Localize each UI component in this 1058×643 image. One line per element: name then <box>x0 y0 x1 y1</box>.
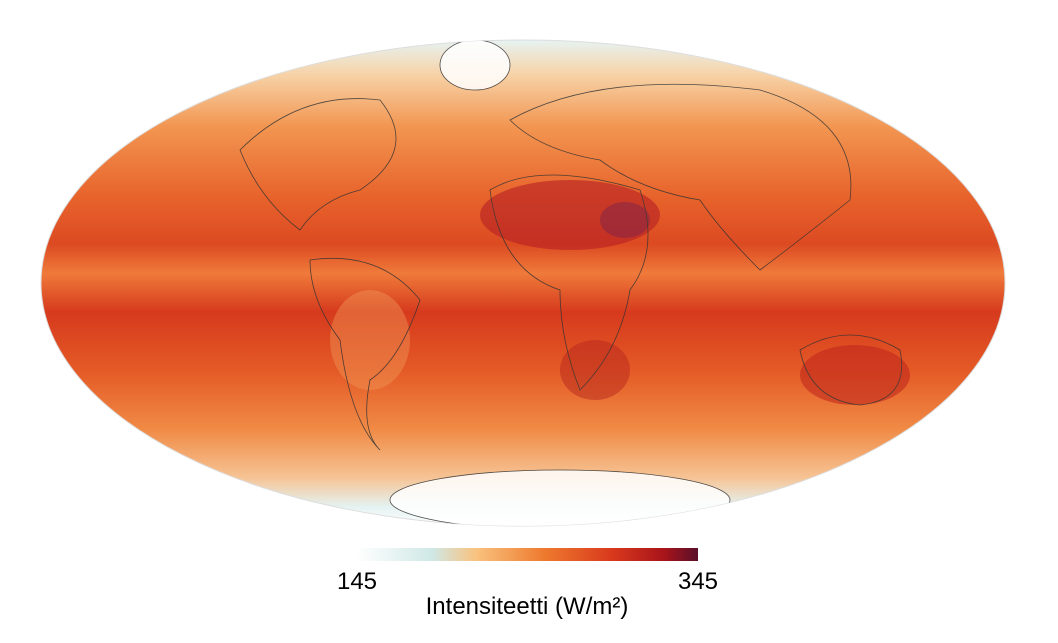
colorbar-scale <box>357 548 698 561</box>
colorbar-label: Intensiteetti (W/m²) <box>426 593 629 620</box>
colorbar-tick-label: 145 <box>337 568 377 595</box>
colorbar-tick-label: 345 <box>678 568 718 595</box>
colorbar: Intensiteetti (W/m²) <box>357 548 698 620</box>
world-map <box>40 39 1006 527</box>
